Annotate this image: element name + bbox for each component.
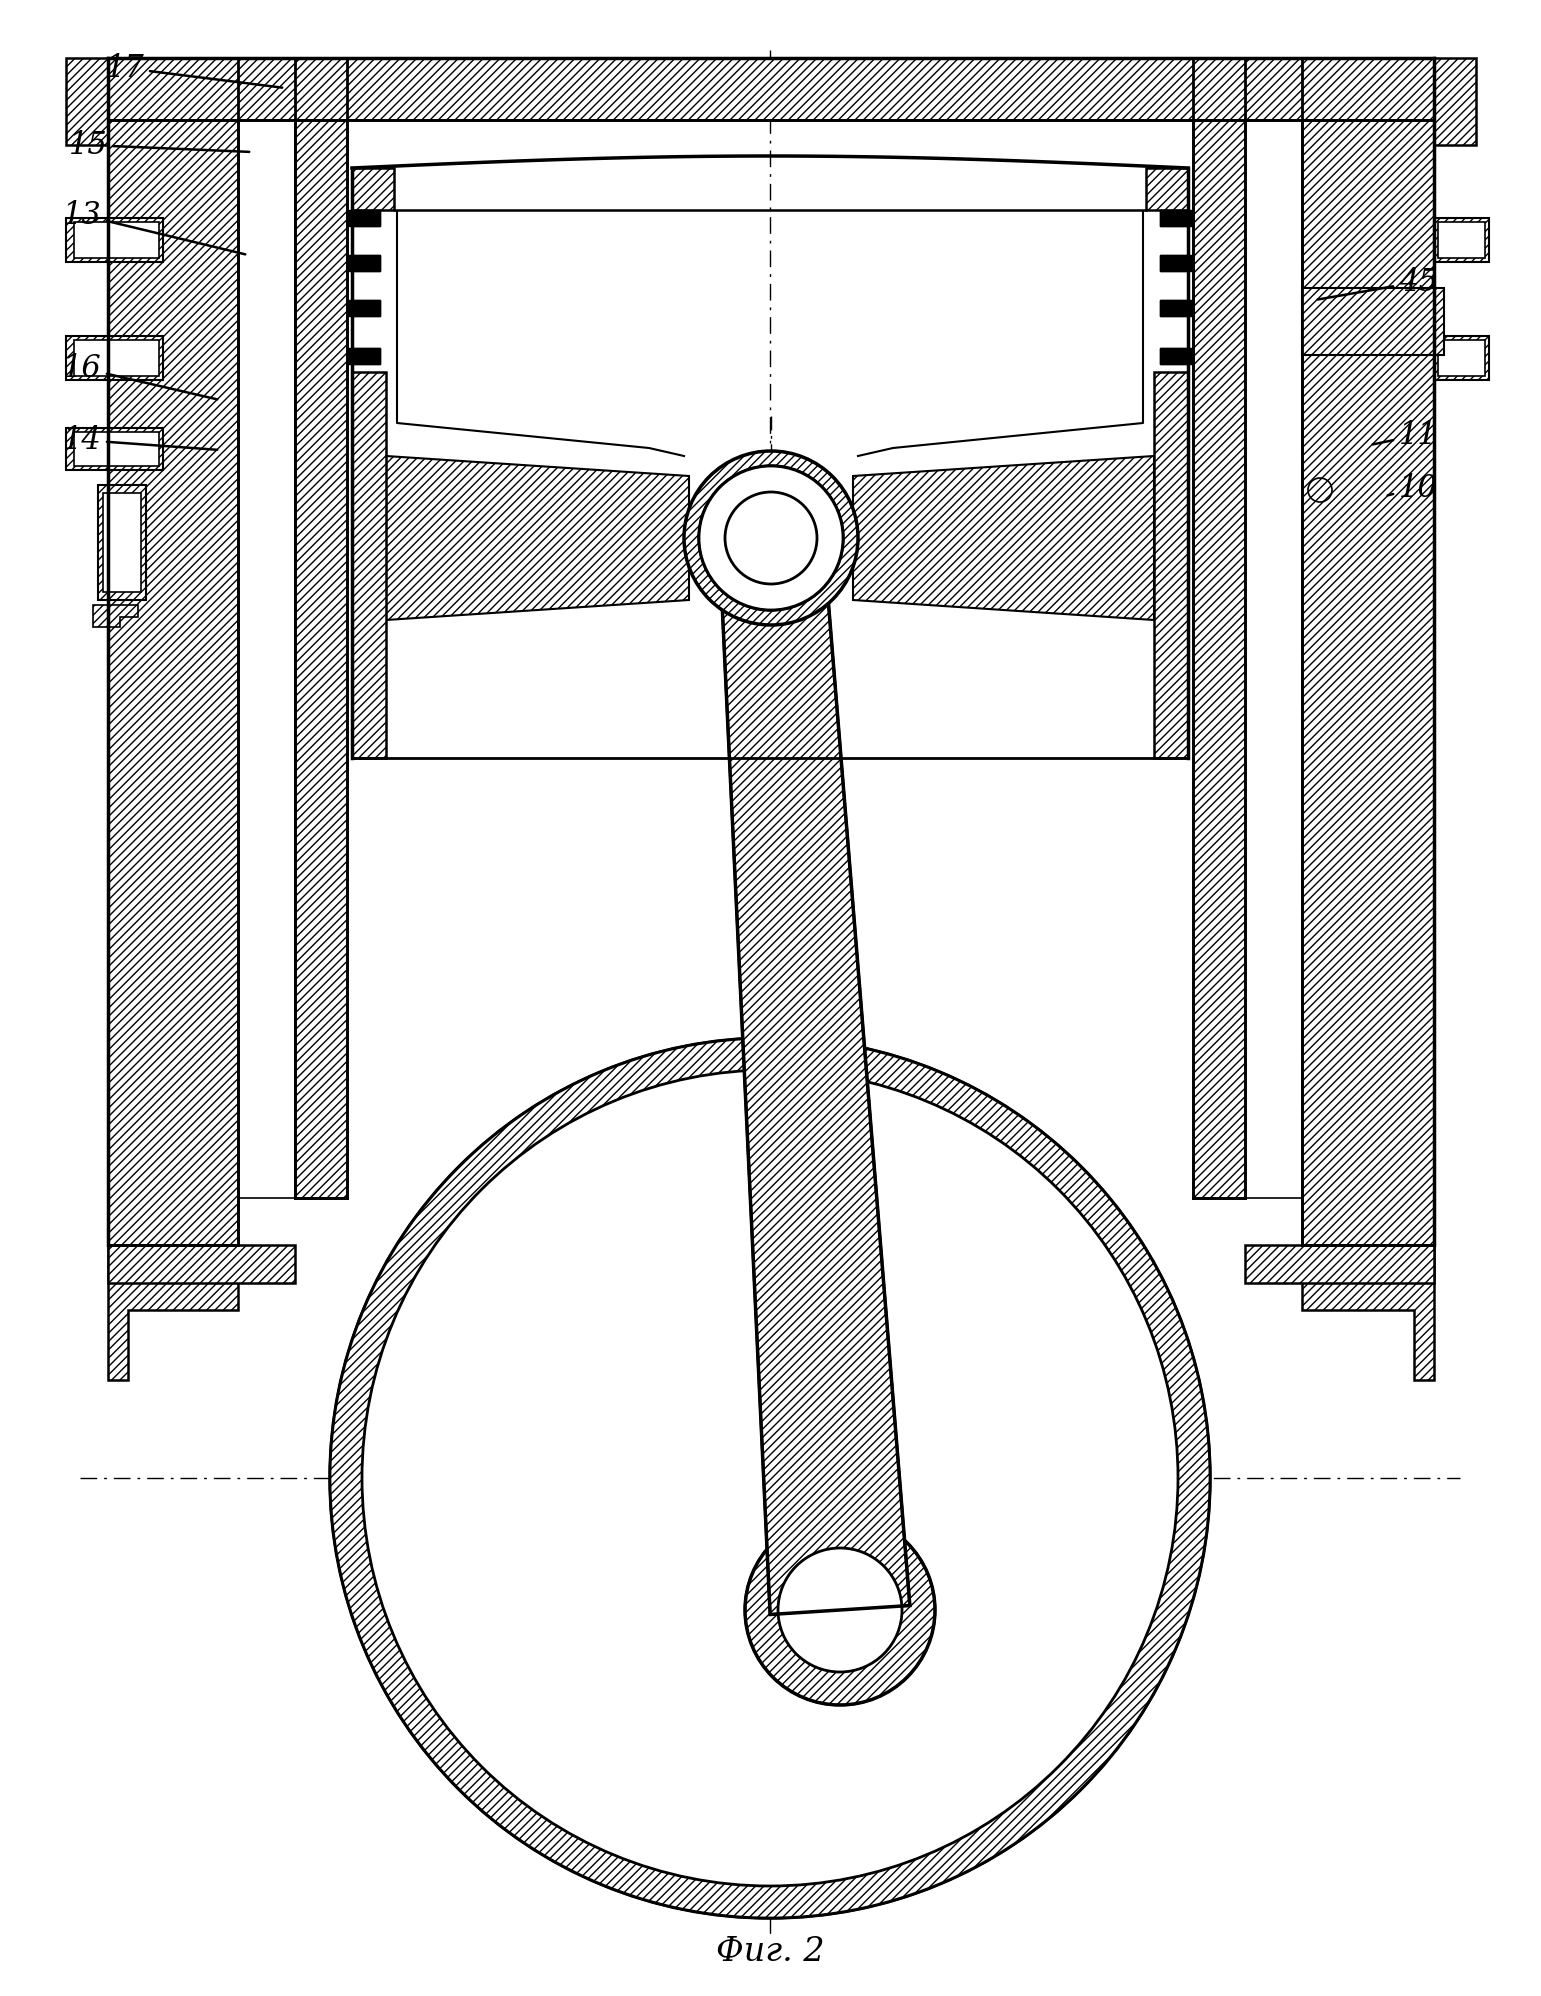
Bar	[347, 255, 381, 271]
Polygon shape	[1193, 58, 1245, 1198]
Text: 11: 11	[1373, 419, 1438, 451]
Polygon shape	[1302, 58, 1435, 1246]
Polygon shape	[108, 58, 1435, 120]
Bar	[347, 210, 381, 226]
Polygon shape	[1438, 339, 1486, 375]
Bar	[1160, 299, 1188, 315]
Polygon shape	[74, 339, 159, 375]
Polygon shape	[1435, 58, 1476, 146]
Polygon shape	[351, 371, 385, 758]
Polygon shape	[66, 218, 163, 261]
Bar	[1160, 255, 1188, 271]
Polygon shape	[700, 465, 843, 611]
Bar	[351, 255, 381, 271]
Polygon shape	[92, 605, 139, 627]
Bar	[1160, 210, 1188, 226]
Polygon shape	[237, 120, 294, 1198]
Polygon shape	[1435, 335, 1489, 379]
Text: 17: 17	[106, 52, 282, 88]
Polygon shape	[74, 431, 159, 465]
Polygon shape	[1435, 218, 1489, 261]
Polygon shape	[108, 58, 237, 1246]
Bar	[1160, 347, 1193, 363]
Bar	[351, 347, 381, 363]
Bar	[1160, 255, 1193, 271]
Polygon shape	[351, 168, 394, 210]
Text: 16: 16	[63, 353, 217, 399]
Bar	[351, 210, 381, 226]
Polygon shape	[74, 222, 159, 257]
Polygon shape	[1245, 120, 1302, 1198]
Polygon shape	[1245, 1246, 1435, 1283]
Polygon shape	[1147, 168, 1188, 210]
Polygon shape	[1302, 287, 1444, 355]
Polygon shape	[720, 535, 909, 1615]
Text: 45: 45	[1318, 267, 1438, 299]
Polygon shape	[1302, 1246, 1435, 1379]
Text: 13: 13	[63, 200, 245, 253]
Polygon shape	[66, 427, 163, 469]
Polygon shape	[66, 335, 163, 379]
Polygon shape	[1154, 371, 1188, 758]
Polygon shape	[385, 455, 689, 621]
Circle shape	[684, 451, 858, 625]
Bar	[351, 299, 381, 315]
Bar	[1160, 299, 1193, 315]
Polygon shape	[294, 58, 347, 1198]
Bar	[347, 347, 381, 363]
Polygon shape	[330, 1038, 1210, 1918]
Text: 10: 10	[1388, 473, 1438, 503]
Polygon shape	[1438, 222, 1486, 257]
Circle shape	[362, 1070, 1177, 1886]
Text: 14: 14	[63, 425, 217, 455]
Circle shape	[724, 491, 817, 585]
Circle shape	[744, 1515, 935, 1705]
Polygon shape	[103, 493, 140, 593]
Polygon shape	[108, 1246, 237, 1379]
Circle shape	[700, 465, 843, 611]
Polygon shape	[99, 485, 146, 601]
Text: Фиг. 2: Фиг. 2	[715, 1936, 824, 1968]
Bar	[347, 299, 381, 315]
Circle shape	[330, 1038, 1210, 1918]
Bar	[1160, 210, 1193, 226]
Text: 15: 15	[69, 130, 250, 160]
Polygon shape	[66, 58, 108, 146]
Circle shape	[778, 1549, 901, 1673]
Polygon shape	[854, 455, 1154, 621]
Polygon shape	[108, 1246, 294, 1283]
Bar	[1160, 347, 1188, 363]
Circle shape	[1308, 477, 1331, 503]
